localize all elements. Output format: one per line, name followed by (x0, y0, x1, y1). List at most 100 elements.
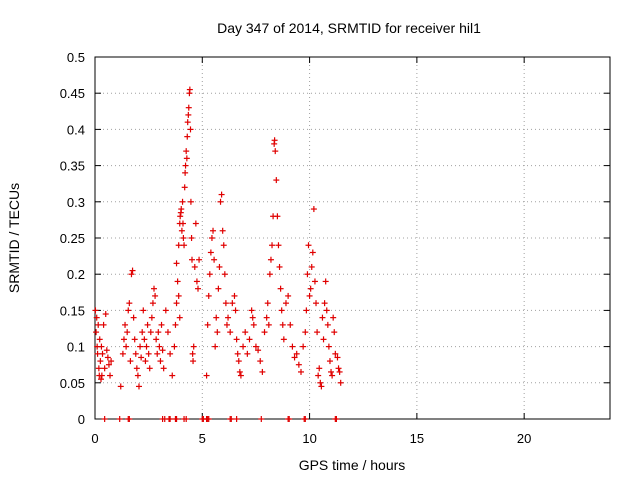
data-point (335, 365, 342, 372)
data-point (120, 336, 127, 343)
data-point (176, 314, 183, 321)
data-point (240, 343, 247, 350)
data-point (173, 260, 180, 267)
data-point (133, 365, 140, 372)
data-point (185, 111, 192, 118)
data-point (105, 361, 112, 368)
data-point (178, 227, 185, 234)
data-point (269, 242, 276, 249)
data-point (127, 358, 134, 365)
data-point (310, 206, 317, 213)
y-tick-label: 0.45 (60, 86, 85, 101)
data-point (244, 350, 251, 357)
data-point (164, 329, 171, 336)
data-point (302, 329, 309, 336)
data-point (175, 242, 182, 249)
data-point (122, 321, 129, 328)
data-point (204, 321, 211, 328)
data-point (101, 365, 108, 372)
data-point (182, 162, 189, 169)
data-point (255, 347, 262, 354)
data-point (267, 256, 274, 263)
data-point (190, 358, 197, 365)
data-point (211, 256, 218, 263)
data-point (119, 350, 126, 357)
data-point (182, 169, 189, 176)
data-point (167, 350, 174, 357)
data-point (100, 321, 107, 328)
data-point (276, 263, 283, 270)
data-point (95, 365, 102, 372)
data-point (313, 300, 320, 307)
data-point (275, 242, 282, 249)
data-point (315, 372, 322, 379)
data-point (278, 307, 285, 314)
data-point-zero (167, 416, 174, 422)
y-tick-label: 0 (78, 412, 85, 427)
data-point (156, 343, 163, 350)
data-point (337, 379, 344, 386)
data-point (329, 372, 336, 379)
data-point (227, 329, 234, 336)
data-point (237, 372, 244, 379)
data-point (147, 329, 154, 336)
data-point (153, 336, 160, 343)
data-point (98, 343, 105, 350)
data-point (282, 300, 289, 307)
data-point (263, 314, 270, 321)
data-point (231, 292, 238, 299)
data-point (196, 256, 203, 263)
data-point (142, 358, 149, 365)
data-point (307, 285, 314, 292)
data-point (235, 358, 242, 365)
data-point (205, 292, 212, 299)
data-point (319, 314, 326, 321)
data-point (124, 329, 131, 336)
data-point (213, 314, 220, 321)
data-point (206, 271, 213, 278)
x-axis-label: GPS time / hours (299, 457, 406, 473)
data-point (151, 285, 158, 292)
data-point (277, 285, 284, 292)
data-point (223, 321, 230, 328)
data-point (207, 249, 214, 256)
data-point (181, 242, 188, 249)
plot-frame (94, 56, 611, 420)
data-point (203, 372, 210, 379)
data-point (187, 198, 194, 205)
data-point (184, 119, 191, 126)
data-point (259, 368, 266, 375)
data-point (195, 285, 201, 292)
data-point (179, 198, 186, 205)
data-point (131, 336, 138, 343)
data-point (257, 358, 264, 365)
data-point (154, 350, 161, 357)
y-tick-label: 0.15 (60, 303, 85, 318)
data-point (144, 321, 151, 328)
y-tick-label: 0.1 (67, 340, 85, 355)
data-point (308, 263, 315, 270)
data-point (332, 350, 339, 357)
data-point-zero (173, 416, 180, 422)
data-point (300, 343, 307, 350)
data-point (192, 220, 199, 227)
x-tick-label: 0 (91, 431, 98, 446)
data-point (148, 314, 155, 321)
data-point (229, 300, 236, 307)
data-point (222, 300, 229, 307)
y-tick-label: 0.2 (67, 267, 85, 282)
data-point (149, 300, 156, 307)
data-point (233, 336, 240, 343)
data-point (189, 350, 196, 357)
data-point (172, 321, 179, 328)
data-point (330, 314, 337, 321)
data-point (214, 329, 221, 336)
data-point (280, 336, 287, 343)
data-point (187, 126, 194, 133)
data-point (141, 336, 148, 343)
data-point (188, 235, 195, 241)
data-point (236, 368, 243, 375)
data-point-zero (116, 416, 123, 422)
data-point (212, 343, 219, 350)
data-point-zero (228, 416, 235, 422)
